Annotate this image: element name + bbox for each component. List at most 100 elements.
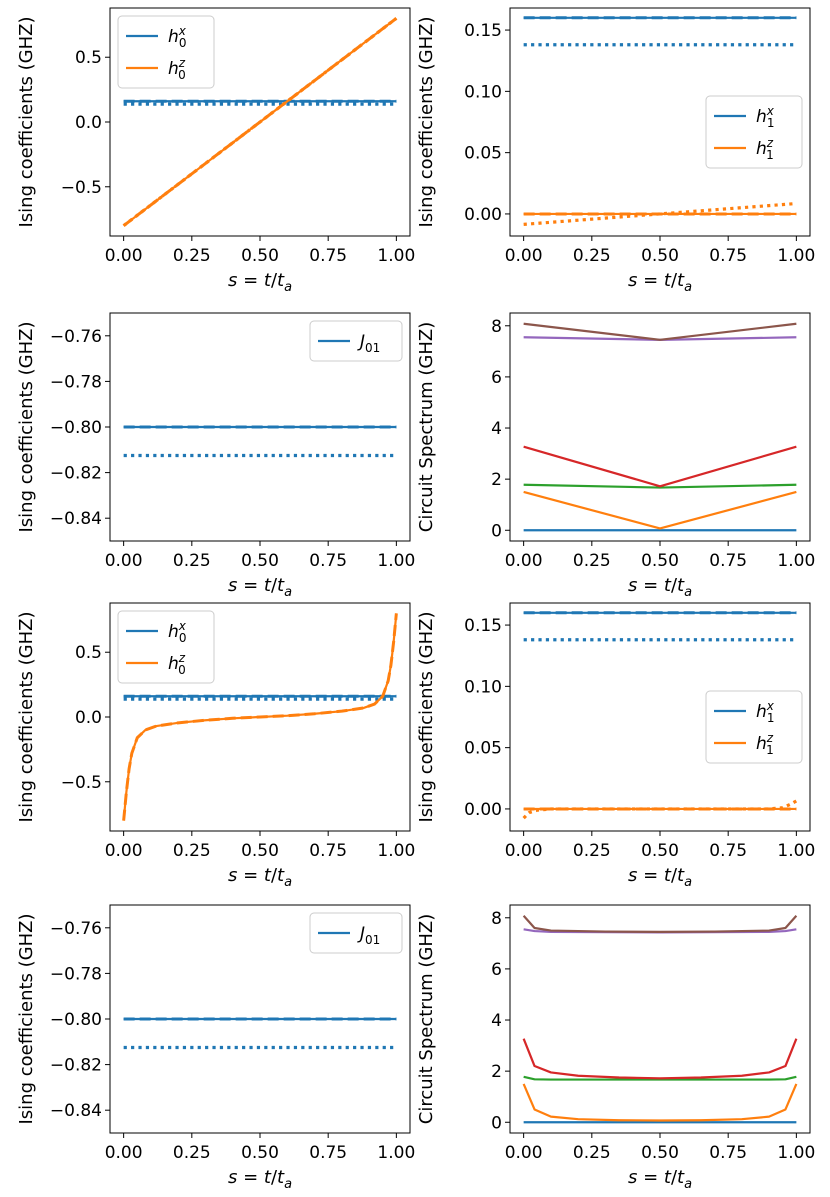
x-tick-label: 1.00 bbox=[777, 841, 815, 861]
x-tick-label: 0.25 bbox=[573, 1143, 611, 1163]
x-tick-label: 0.25 bbox=[173, 1143, 211, 1163]
x-tick-label: 0.25 bbox=[573, 551, 611, 571]
x-axis-label: s = t/ta bbox=[628, 865, 692, 890]
y-tick-label: 0.05 bbox=[464, 144, 502, 164]
x-tick-label: 0.50 bbox=[641, 841, 679, 861]
x-tick-label: 1.00 bbox=[377, 841, 415, 861]
x-axis-label: s = t/ta bbox=[628, 1167, 692, 1192]
y-tick-label: −0.76 bbox=[50, 919, 102, 939]
y-tick-label: −0.5 bbox=[61, 773, 102, 793]
x-axis-label: s = t/ta bbox=[228, 1167, 292, 1192]
legend-frame bbox=[705, 690, 803, 764]
y-axis-label: Circuit Spectrum (GHZ) bbox=[416, 322, 437, 532]
y-axis-label: Ising coefficients (GHZ) bbox=[16, 913, 37, 1124]
y-tick-label: −0.80 bbox=[50, 1010, 102, 1030]
series-orange-dashed bbox=[122, 17, 398, 227]
subplot-5: 0.00 0.25 0.50 0.75 1.00 −0.5 0.0 0.5 s = t/ta Is… bbox=[16, 602, 415, 890]
y-tick-label: 6 bbox=[491, 368, 502, 388]
y-tick-label: 0 bbox=[491, 1113, 502, 1133]
x-tick-label: 0.00 bbox=[105, 551, 143, 571]
y-axis-label: Circuit Spectrum (GHZ) bbox=[416, 914, 437, 1124]
x-tick-label: 1.00 bbox=[777, 246, 815, 266]
plot-area bbox=[522, 915, 798, 1124]
legend-frame bbox=[117, 610, 215, 684]
y-tick-label: 0.5 bbox=[75, 643, 102, 663]
subplot-8: 0.00 0.25 0.50 0.75 1.00 0 2 4 6 8 s = t/ta Circuit… bbox=[416, 904, 815, 1192]
y-tick-label: 0.15 bbox=[464, 616, 502, 636]
legend-label: hz 1 bbox=[756, 136, 774, 162]
y-tick-label: 0.0 bbox=[75, 708, 102, 728]
x-axis-label: s = t/ta bbox=[628, 270, 692, 295]
x-tick-label: 0.50 bbox=[241, 841, 279, 861]
y-tick-label: 0.10 bbox=[464, 82, 502, 102]
legend-label: J01 bbox=[357, 332, 380, 355]
x-tick-label: 0.00 bbox=[105, 1143, 143, 1163]
series-orange-dotted bbox=[523, 201, 797, 226]
series-green-solid bbox=[523, 1075, 797, 1081]
series-brown-solid bbox=[522, 915, 798, 933]
y-tick-label: −0.76 bbox=[50, 327, 102, 347]
legend-frame bbox=[309, 912, 403, 954]
subplot-7: 0.00 0.25 0.50 0.75 1.00 −0.84 −0.82 −0.80 −0.78… bbox=[16, 904, 415, 1192]
y-tick-label: 6 bbox=[491, 960, 502, 980]
x-tick-label: 0.75 bbox=[709, 551, 747, 571]
x-tick-label: 0.50 bbox=[241, 1143, 279, 1163]
y-tick-label: 0.15 bbox=[464, 21, 502, 41]
y-tick-label: −0.84 bbox=[50, 1101, 102, 1121]
legend-label: hx 1 bbox=[756, 699, 775, 725]
x-tick-label: 0.00 bbox=[105, 841, 143, 861]
subplot-6: 0.00 0.25 0.50 0.75 1.00 0.00 0.05 0.10 0.15 s = … bbox=[416, 602, 815, 890]
y-tick-label: 0.05 bbox=[464, 739, 502, 759]
series-green-solid bbox=[523, 483, 797, 489]
x-tick-label: 0.75 bbox=[309, 551, 347, 571]
legend-frame bbox=[309, 320, 403, 362]
x-tick-label: 1.00 bbox=[777, 1143, 815, 1163]
plot-area bbox=[123, 425, 397, 458]
y-tick-label: −0.82 bbox=[50, 464, 102, 484]
x-tick-label: 0.75 bbox=[709, 841, 747, 861]
x-tick-label: 0.25 bbox=[573, 246, 611, 266]
x-tick-label: 0.75 bbox=[309, 246, 347, 266]
x-tick-label: 0.25 bbox=[573, 841, 611, 861]
x-tick-label: 0.50 bbox=[241, 551, 279, 571]
x-tick-label: 0.00 bbox=[505, 551, 543, 571]
legend-label: hz 1 bbox=[756, 731, 774, 757]
y-tick-label: −0.82 bbox=[50, 1056, 102, 1076]
y-axis-label: Ising coefficients (GHZ) bbox=[16, 16, 37, 227]
x-tick-label: 0.00 bbox=[505, 841, 543, 861]
subplot-2: 0.00 0.25 0.50 0.75 1.00 0.00 0.05 0.10 0.15 s = … bbox=[416, 7, 815, 295]
plot-area bbox=[523, 322, 797, 532]
x-tick-label: 0.75 bbox=[709, 246, 747, 266]
x-tick-label: 0.50 bbox=[641, 1143, 679, 1163]
x-tick-label: 0.75 bbox=[709, 1143, 747, 1163]
y-axis-label: Ising coefficients (GHZ) bbox=[416, 611, 437, 822]
y-tick-label: −0.84 bbox=[50, 509, 102, 529]
series-orange-dotted bbox=[122, 17, 398, 227]
x-axis-label: s = t/ta bbox=[228, 575, 292, 600]
plot-area bbox=[123, 1017, 397, 1050]
legend-label: hx 0 bbox=[168, 619, 187, 645]
y-tick-label: −0.78 bbox=[50, 372, 102, 392]
x-axis-label: s = t/ta bbox=[628, 575, 692, 600]
y-tick-label: 0.10 bbox=[464, 677, 502, 697]
x-tick-label: 0.00 bbox=[105, 246, 143, 266]
y-tick-label: 8 bbox=[491, 317, 502, 337]
x-tick-label: 0.25 bbox=[173, 841, 211, 861]
series-red-solid bbox=[523, 445, 797, 488]
legend: hx 0hz 0 bbox=[117, 610, 215, 684]
x-tick-label: 0.75 bbox=[309, 841, 347, 861]
y-tick-label: 8 bbox=[491, 909, 502, 929]
x-tick-label: 1.00 bbox=[377, 551, 415, 571]
plot-area bbox=[122, 613, 398, 821]
axes-frame bbox=[509, 312, 811, 542]
y-tick-label: 2 bbox=[491, 1062, 502, 1082]
legend: J01 bbox=[309, 320, 403, 362]
series-brown-solid bbox=[523, 322, 797, 341]
y-tick-label: 0.00 bbox=[464, 205, 502, 225]
series-orange-solid bbox=[522, 1083, 798, 1122]
legend-label: J01 bbox=[357, 924, 380, 947]
y-axis-label: Ising coefficients (GHZ) bbox=[416, 16, 437, 227]
legend: hx 1hz 1 bbox=[705, 690, 803, 764]
legend-label: hx 0 bbox=[168, 24, 187, 50]
